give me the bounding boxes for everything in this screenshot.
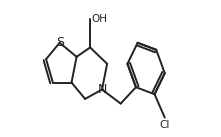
Text: N: N (97, 83, 107, 96)
Text: OH: OH (91, 14, 107, 24)
Text: Cl: Cl (160, 120, 170, 130)
Text: S: S (56, 36, 64, 49)
